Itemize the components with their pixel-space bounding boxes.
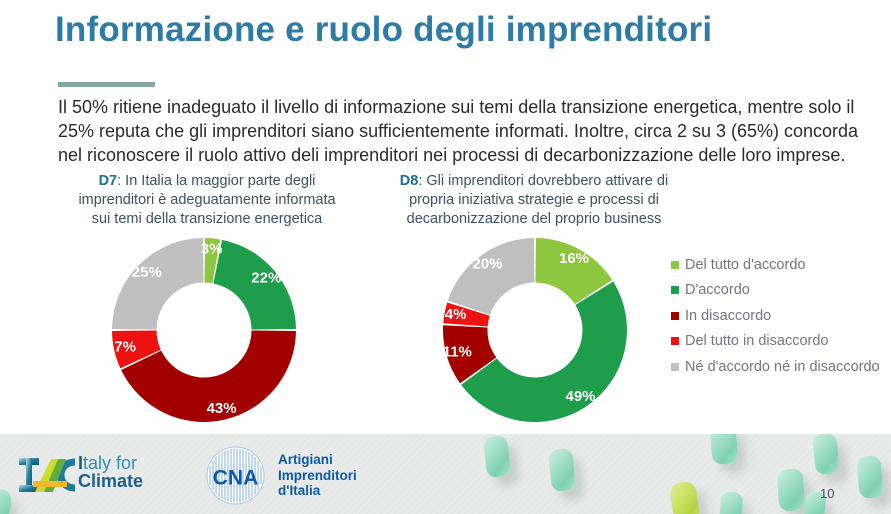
svg-text:22%: 22% bbox=[251, 269, 281, 286]
svg-text:7%: 7% bbox=[114, 339, 136, 356]
svg-text:25%: 25% bbox=[132, 264, 162, 281]
svg-text:49%: 49% bbox=[565, 388, 595, 405]
svg-text:43%: 43% bbox=[207, 400, 237, 417]
svg-text:3%: 3% bbox=[201, 240, 223, 257]
svg-text:16%: 16% bbox=[559, 250, 589, 267]
svg-text:20%: 20% bbox=[472, 256, 502, 273]
svg-text:CNA: CNA bbox=[213, 467, 259, 490]
svg-text:4%: 4% bbox=[445, 306, 467, 323]
svg-text:11%: 11% bbox=[443, 344, 472, 361]
